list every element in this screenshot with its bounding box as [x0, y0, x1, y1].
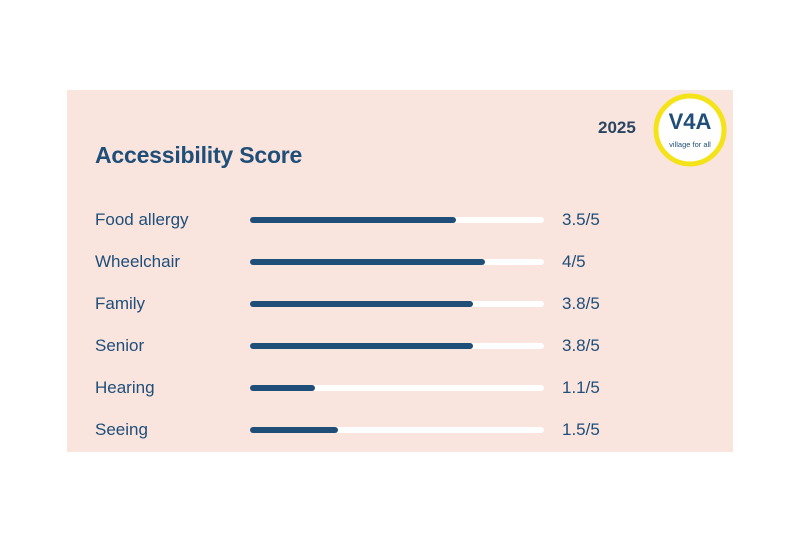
logo-ring: [653, 93, 727, 167]
score-value: 1.1/5: [562, 378, 600, 397]
bar-track: [250, 385, 544, 391]
score-row: Wheelchair 4/5: [67, 250, 733, 274]
bar-fill: [250, 427, 339, 433]
bar-fill: [250, 385, 315, 391]
score-row: Food allergy 3.5/5: [67, 208, 733, 232]
score-value: 3.5/5: [562, 210, 600, 229]
logo-tagline: village for all: [669, 140, 711, 149]
score-value: 4/5: [562, 252, 586, 271]
bar-track: [250, 217, 544, 223]
bar-fill: [250, 259, 486, 265]
bar-track: [250, 343, 544, 349]
chart-title: Accessibility Score: [95, 142, 303, 168]
accessibility-score-card: Accessibility Score 2025 V4A village for…: [67, 90, 733, 452]
score-row: Family 3.8/5: [67, 292, 733, 316]
category-label: Wheelchair: [95, 252, 181, 271]
year-label: 2025: [598, 118, 636, 137]
bar-track: [250, 259, 544, 265]
category-label: Senior: [95, 336, 145, 355]
bar-track: [250, 427, 544, 433]
bar-track: [250, 301, 544, 307]
v4a-logo: V4A village for all: [653, 93, 727, 167]
bar-fill: [250, 301, 474, 307]
bar-fill: [250, 217, 456, 223]
category-label: Food allergy: [95, 210, 189, 229]
score-row: Hearing 1.1/5: [67, 376, 733, 400]
score-row: Seeing 1.5/5: [67, 418, 733, 442]
score-row: Senior 3.8/5: [67, 334, 733, 358]
score-value: 3.8/5: [562, 294, 600, 313]
category-label: Seeing: [95, 420, 148, 439]
score-value: 1.5/5: [562, 420, 600, 439]
category-label: Family: [95, 294, 146, 313]
score-value: 3.8/5: [562, 336, 600, 355]
bar-fill: [250, 343, 474, 349]
logo-text: V4A: [669, 109, 712, 134]
category-label: Hearing: [95, 378, 155, 397]
